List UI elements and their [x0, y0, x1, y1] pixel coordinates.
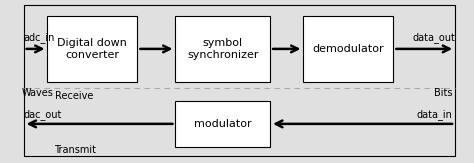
Text: Digital down
converter: Digital down converter	[57, 38, 128, 60]
Bar	[175, 101, 270, 147]
Text: Transmit: Transmit	[55, 145, 97, 155]
Text: demodulator: demodulator	[312, 44, 384, 54]
Text: symbol
synchronizer: symbol synchronizer	[187, 38, 258, 60]
Text: modulator: modulator	[194, 119, 252, 129]
Text: Waves: Waves	[21, 88, 53, 98]
Text: data_out: data_out	[412, 32, 455, 43]
Text: Bits: Bits	[434, 88, 453, 98]
Text: dac_out: dac_out	[24, 109, 62, 120]
Bar	[175, 16, 270, 82]
Text: adc_in: adc_in	[24, 32, 55, 43]
Bar	[47, 16, 137, 82]
Bar	[303, 16, 393, 82]
Text: data_in: data_in	[417, 109, 453, 120]
Text: Receive: Receive	[55, 91, 93, 101]
